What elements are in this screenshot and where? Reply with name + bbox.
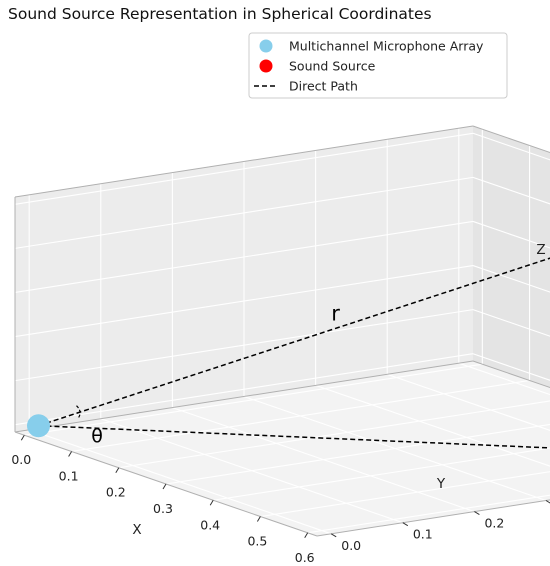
x-tick-label: 0.4 (200, 517, 220, 532)
y-tick-mark (330, 533, 337, 538)
x-tick-label: 0.2 (106, 485, 126, 500)
left-pane-floor-edge (14, 360, 474, 433)
grid-line-floor-y (243, 395, 547, 502)
annotation-theta: θ (91, 425, 103, 447)
x-tick-mark (115, 467, 120, 473)
x-tick-mark (256, 516, 261, 522)
microphone-array-point (27, 414, 50, 438)
y-tick-mark (545, 500, 550, 504)
grid-line-floor-y (28, 429, 332, 535)
grid-line-back-z (472, 176, 550, 205)
back-pane-floor-edge (472, 360, 550, 389)
x-tick-label: 0.0 (11, 452, 31, 467)
grid-line-floor-y (315, 384, 550, 467)
axis-ticks: 0.00.10.20.30.40.50.60.00.10.20.30.40.50… (11, 434, 550, 565)
legend: Multichannel Microphone Array Sound Sour… (248, 32, 508, 99)
y-tick-label: 0.1 (413, 527, 433, 542)
grid-line-left-z (14, 176, 474, 249)
y-tick-label: 0.2 (484, 516, 504, 531)
x-tick-mark (304, 532, 309, 539)
x-tick-mark (68, 451, 73, 457)
grid-line-left-z (14, 220, 474, 293)
grid-line-back-z (472, 265, 550, 293)
grid-line-floor-y (172, 407, 475, 513)
grid-line-left-z (14, 353, 474, 426)
grid-line-floor-y (387, 373, 550, 431)
back-pane-top-edge (472, 125, 550, 154)
x-tick-label: 0.1 (59, 469, 79, 484)
y-tick-mark (402, 522, 409, 527)
grid-line-back-z (472, 132, 550, 161)
x-tick-mark (209, 500, 214, 506)
annotations: rθΦ (76, 301, 340, 447)
grid-line-left-z (14, 309, 474, 382)
x-tick-label: 0.6 (295, 550, 315, 565)
x-tick-label: 0.5 (247, 534, 267, 549)
y-tick-mark (474, 511, 480, 516)
legend-label-microphone-array: Multichannel Microphone Array (289, 39, 484, 54)
grid-line-floor-y (100, 418, 403, 524)
x-tick-mark (162, 483, 167, 490)
y-tick-label: 0.0 (341, 538, 361, 553)
grid-line-left-z (14, 132, 474, 205)
pane-back-xz (473, 126, 550, 388)
legend-marker-sound-source (259, 59, 273, 73)
theta-arc (76, 405, 81, 419)
grid-lines (14, 128, 550, 535)
x-axis-label: X (132, 522, 141, 538)
z-axis-label: Z (536, 242, 545, 258)
grid-line-back-z (472, 353, 550, 381)
plot-marks (27, 257, 550, 449)
legend-label-direct-path: Direct Path (289, 79, 358, 94)
chart-title: Sound Source Representation in Spherical… (8, 5, 432, 23)
y-axis-label: Y (436, 476, 446, 492)
left-pane-top-edge (14, 125, 474, 198)
legend-marker-microphone-array (259, 39, 273, 53)
grid-line-back-z (472, 309, 550, 337)
projection-line-floor (38, 424, 550, 449)
annotation-r: r (331, 301, 340, 325)
x-tick-label: 0.3 (153, 501, 173, 516)
direct-path-line (38, 257, 550, 427)
grid-line-floor-y (458, 362, 550, 396)
grid-line-back-z (472, 220, 550, 249)
grid-line-left-z (14, 265, 474, 338)
legend-label-sound-source: Sound Source (289, 59, 376, 74)
legend-frame (248, 32, 508, 99)
x-tick-mark (20, 434, 25, 441)
